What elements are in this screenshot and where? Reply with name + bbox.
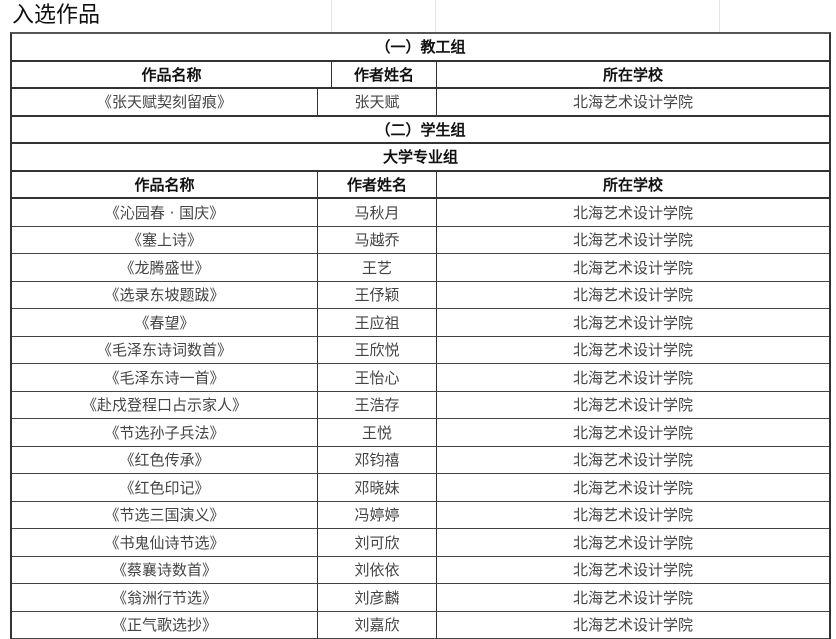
school-cell: 北海艺术设计学院 [572, 561, 693, 580]
work-title-cell: 《塞上诗》 [12, 226, 318, 253]
work-title-cell: 《书鬼仙诗节选》 [12, 529, 318, 556]
work-title-cell: 《春望》 [12, 309, 318, 336]
work-title-cell: 《张天赋契刻留痕》 [12, 89, 318, 115]
staff-group-heading-row: （一）教工组 [12, 34, 829, 62]
table-row: 《塞上诗》 马越乔 北海艺术设计学院 [12, 226, 829, 254]
work-title-cell: 《毛泽东诗一首》 [12, 364, 318, 391]
column-header-author: 作者姓名 [318, 171, 437, 197]
student-header-row: 作品名称 作者姓名 所在学校 [12, 171, 829, 199]
author-cell: 刘嘉欣 [318, 611, 437, 638]
author-cell: 刘彦麟 [318, 584, 437, 611]
gridline [435, 0, 436, 32]
student-group-heading: （二）学生组 [375, 120, 466, 139]
school-cell: 北海艺术设计学院 [572, 396, 693, 415]
author-cell: 马越乔 [318, 226, 437, 253]
table-row: 《赴戍登程口占示家人》 王浩存 北海艺术设计学院 [12, 391, 829, 419]
university-subgroup-row: 大学专业组 [12, 144, 829, 172]
work-title-cell: 《红色传承》 [12, 446, 318, 473]
table-row: 《选录东坡题跋》 王伃颖 北海艺术设计学院 [12, 281, 829, 309]
sheet-title: 入选作品 [12, 3, 101, 28]
table-row: 《翁洲行节选》 刘彦麟 北海艺术设计学院 [12, 584, 829, 612]
school-cell: 北海艺术设计学院 [572, 368, 693, 387]
author-cell: 冯婷婷 [318, 501, 437, 528]
author-cell: 王应祖 [318, 309, 437, 336]
school-cell: 北海艺术设计学院 [572, 423, 693, 442]
gridline [331, 0, 332, 32]
table-row: 《红色传承》 邓钧禧 北海艺术设计学院 [12, 446, 829, 474]
author-cell: 张天赋 [318, 89, 437, 115]
school-cell: 北海艺术设计学院 [572, 341, 693, 360]
table-row: 《正气歌选抄》 刘嘉欣 北海艺术设计学院 [12, 611, 829, 639]
work-title-cell: 《毛泽东诗词数首》 [12, 336, 318, 363]
work-title-cell: 《选录东坡题跋》 [12, 281, 318, 308]
table-row: 《沁园春 · 国庆》 马秋月 北海艺术设计学院 [12, 199, 829, 227]
school-cell: 北海艺术设计学院 [572, 588, 693, 607]
work-title-cell: 《蔡襄诗数首》 [12, 556, 318, 583]
column-header-school: 所在学校 [602, 65, 663, 84]
author-cell: 刘可欣 [318, 529, 437, 556]
student-rows: 《沁园春 · 国庆》 马秋月 北海艺术设计学院 《塞上诗》 马越乔 北海艺术设计学院 《龙腾… [12, 199, 829, 639]
author-cell: 王伃颖 [318, 281, 437, 308]
column-header-school: 所在学校 [602, 175, 663, 194]
table-row: 《龙腾盛世》 王艺 北海艺术设计学院 [12, 254, 829, 282]
staff-group-heading: （一）教工组 [375, 38, 466, 57]
school-cell: 北海艺术设计学院 [572, 478, 693, 497]
author-cell: 王怡心 [318, 364, 437, 391]
school-cell: 北海艺术设计学院 [572, 231, 693, 250]
table-row: 《红色印记》 邓晓妹 北海艺术设计学院 [12, 474, 829, 502]
school-cell: 北海艺术设计学院 [572, 506, 693, 525]
table-row: 《春望》 王应祖 北海艺术设计学院 [12, 309, 829, 337]
selected-works-table: （一）教工组 作品名称 作者姓名 所在学校 《张天赋契刻留痕》 张天赋 北海艺术… [10, 32, 831, 639]
school-cell: 北海艺术设计学院 [572, 313, 693, 332]
author-cell: 邓钧禧 [318, 446, 437, 473]
school-cell: 北海艺术设计学院 [572, 451, 693, 470]
school-cell: 北海艺术设计学院 [572, 203, 693, 222]
work-title-cell: 《正气歌选抄》 [12, 611, 318, 638]
gridline [719, 0, 720, 32]
work-title-cell: 《翁洲行节选》 [12, 584, 318, 611]
table-row: 《节选三国演义》 冯婷婷 北海艺术设计学院 [12, 501, 829, 529]
author-cell: 王欣悦 [318, 336, 437, 363]
table-row: 《张天赋契刻留痕》 张天赋 北海艺术设计学院 [12, 89, 829, 117]
student-group-heading-row: （二）学生组 [12, 117, 829, 144]
school-cell: 北海艺术设计学院 [572, 93, 693, 112]
work-title-cell: 《龙腾盛世》 [12, 254, 318, 281]
work-title-cell: 《节选孙子兵法》 [12, 419, 318, 446]
author-cell: 王浩存 [318, 391, 437, 418]
column-header-author: 作者姓名 [332, 61, 437, 87]
school-cell: 北海艺术设计学院 [572, 286, 693, 305]
work-title-cell: 《沁园春 · 国庆》 [12, 199, 318, 226]
school-cell: 北海艺术设计学院 [572, 616, 693, 635]
table-row: 《书鬼仙诗节选》 刘可欣 北海艺术设计学院 [12, 529, 829, 557]
university-subgroup-heading: 大学专业组 [382, 148, 458, 167]
author-cell: 邓晓妹 [318, 474, 437, 501]
author-cell: 刘依依 [318, 556, 437, 583]
school-cell: 北海艺术设计学院 [572, 533, 693, 552]
table-row: 《毛泽东诗一首》 王怡心 北海艺术设计学院 [12, 364, 829, 392]
work-title-cell: 《红色印记》 [12, 474, 318, 501]
author-cell: 王悦 [318, 419, 437, 446]
school-cell: 北海艺术设计学院 [572, 258, 693, 277]
author-cell: 王艺 [318, 254, 437, 281]
work-title-cell: 《赴戍登程口占示家人》 [12, 391, 318, 418]
table-row: 《蔡襄诗数首》 刘依依 北海艺术设计学院 [12, 556, 829, 584]
column-header-work: 作品名称 [12, 61, 332, 87]
table-row: 《毛泽东诗词数首》 王欣悦 北海艺术设计学院 [12, 336, 829, 364]
author-cell: 马秋月 [318, 199, 437, 226]
table-row: 《节选孙子兵法》 王悦 北海艺术设计学院 [12, 419, 829, 447]
staff-header-row: 作品名称 作者姓名 所在学校 [12, 61, 829, 89]
sheet-gridlines [0, 0, 836, 32]
column-header-work: 作品名称 [12, 171, 318, 197]
work-title-cell: 《节选三国演义》 [12, 501, 318, 528]
